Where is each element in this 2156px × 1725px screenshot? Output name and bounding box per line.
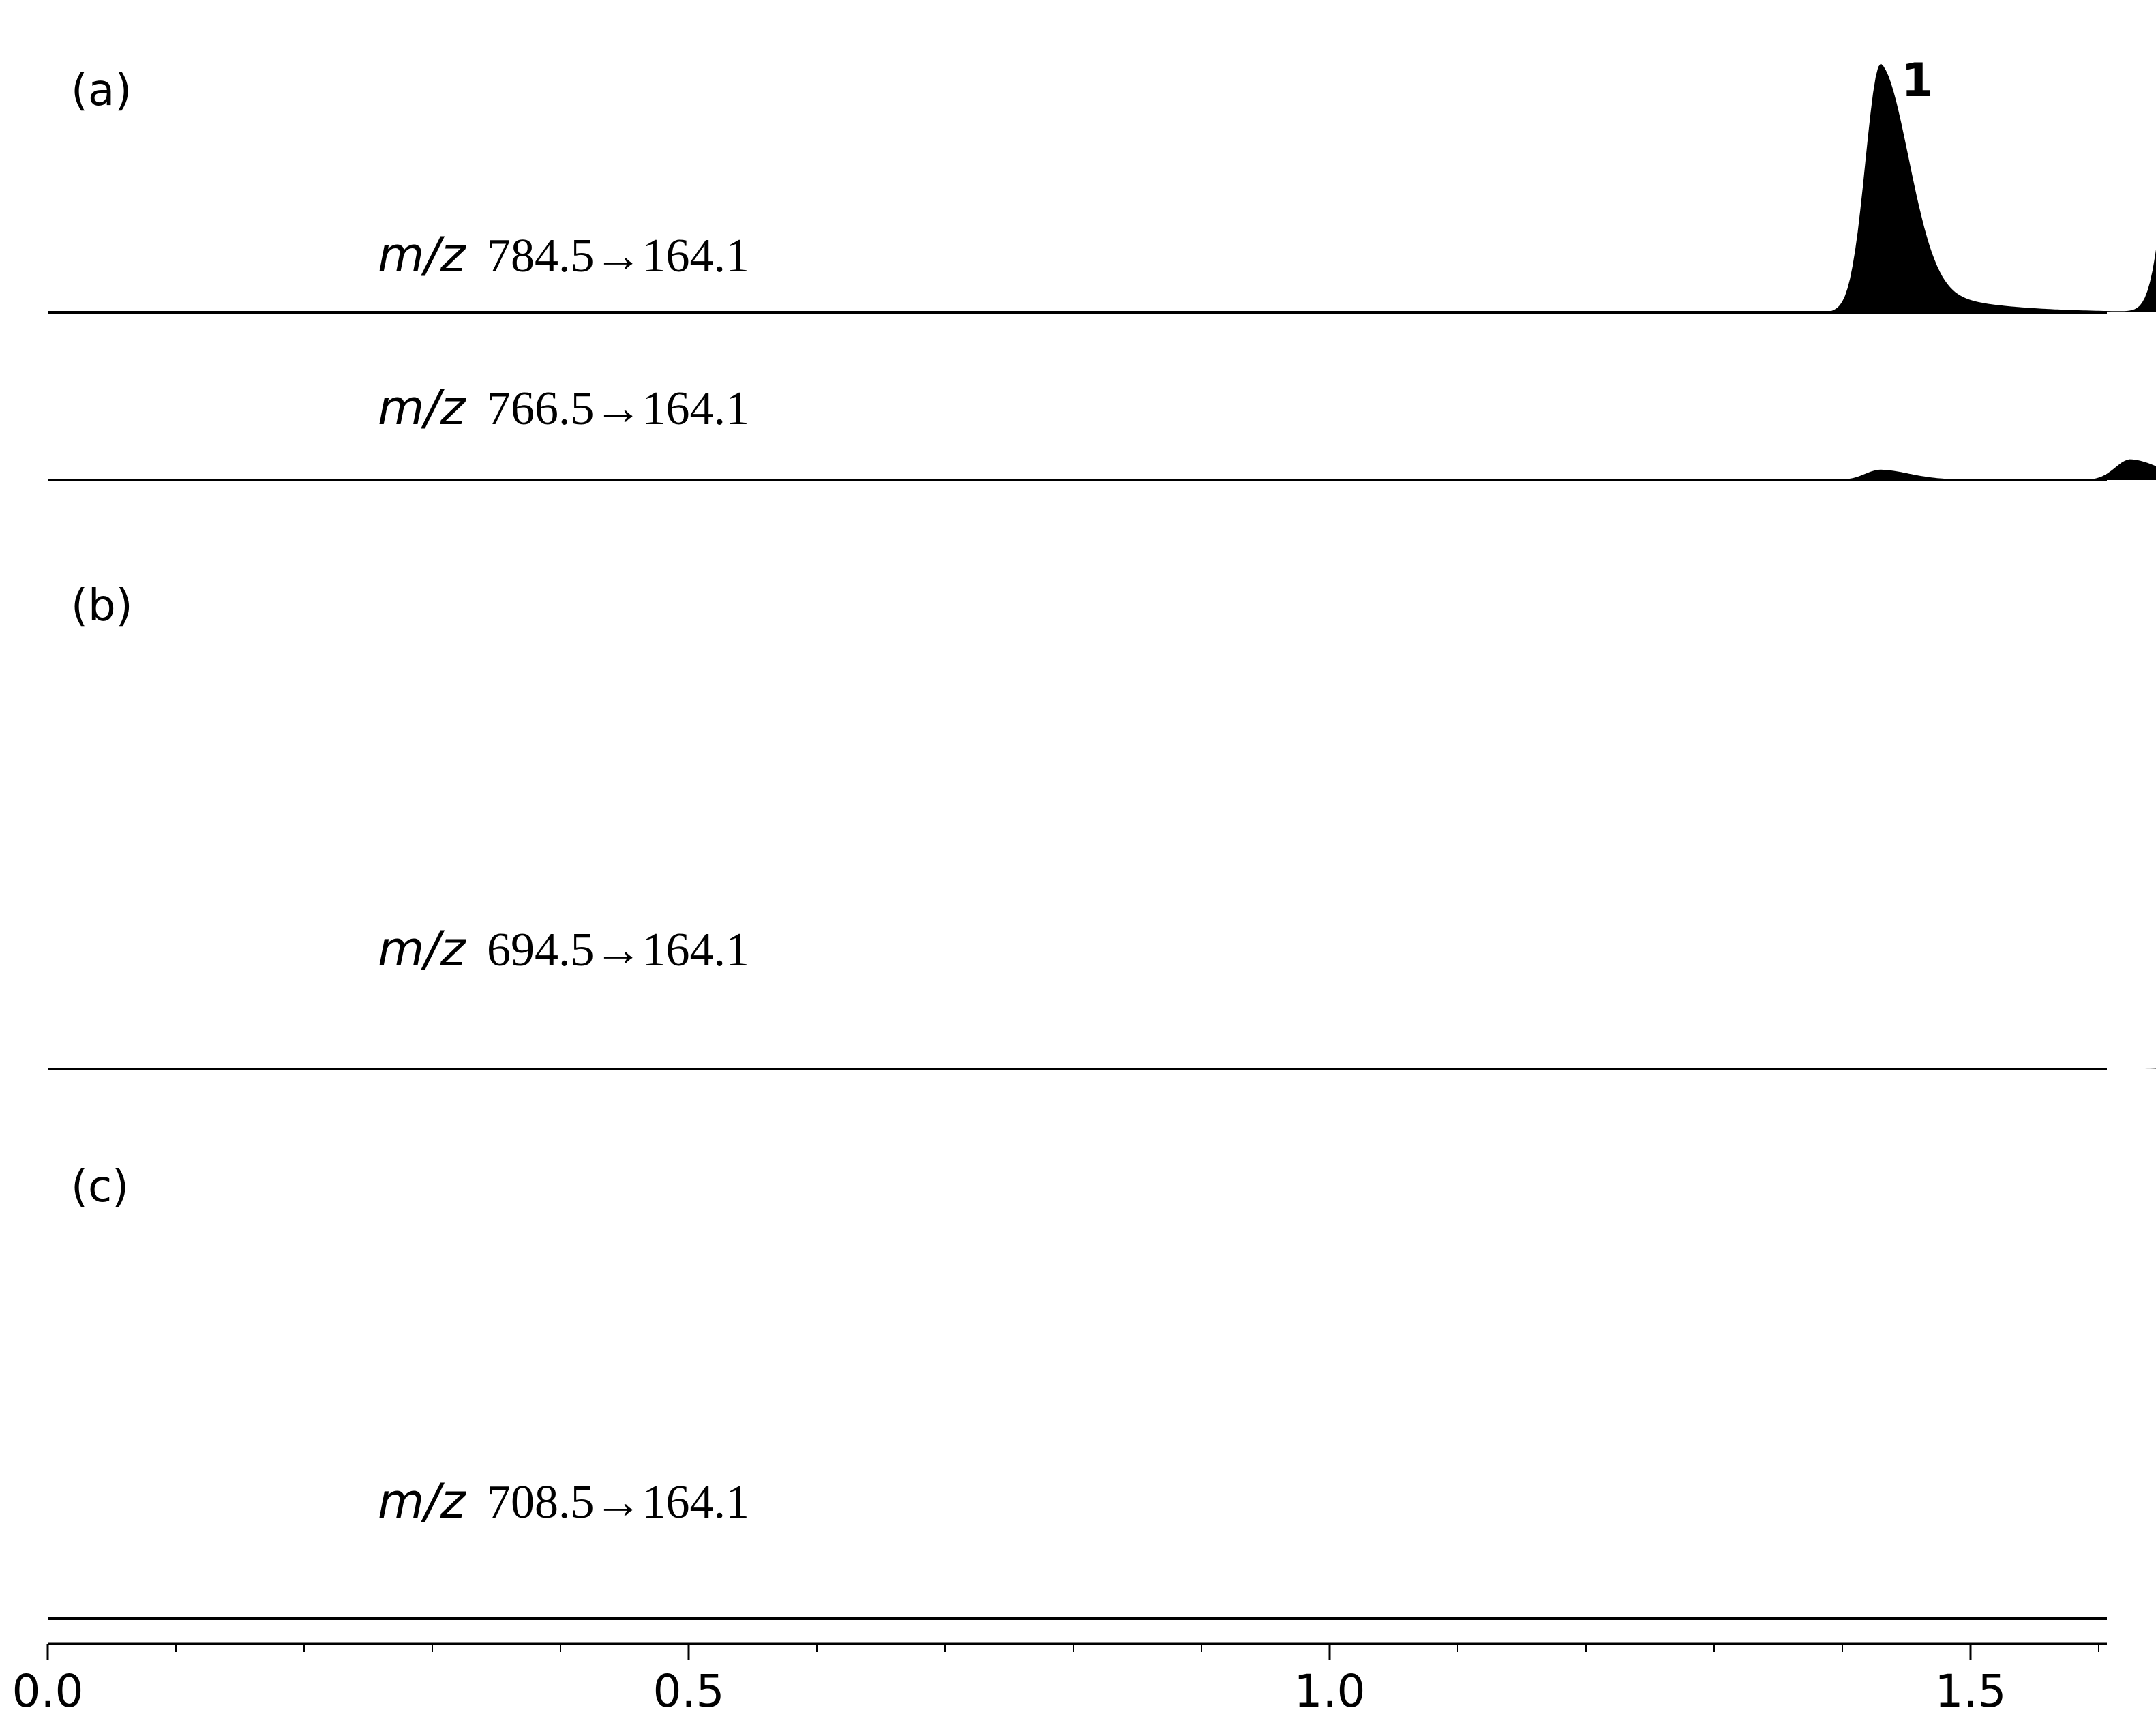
trace-784.5-area <box>48 63 2156 312</box>
trace-label-766-mz: m/z <box>378 380 467 436</box>
panel-label-a: (a) <box>71 65 132 116</box>
traces-layer <box>48 63 2156 1620</box>
panel-label-c: (c) <box>71 1162 129 1212</box>
peak-labels-layer: 1256948 <box>1901 54 1933 108</box>
trace-label-708: m/z 708.5→164.1 <box>378 1473 749 1529</box>
trace-766.5-area <box>48 459 2156 480</box>
trace-label-766-transition: 766.5→164.1 <box>487 382 749 435</box>
trace-label-708-transition: 708.5→164.1 <box>487 1476 749 1529</box>
x-tick-label: 1.5 <box>1935 1665 2007 1717</box>
trace-label-694: m/z 694.5→164.1 <box>378 921 749 977</box>
x-tick-label: 0.0 <box>12 1665 84 1717</box>
trace-label-694-mz: m/z <box>378 921 467 977</box>
panel-label-b: (b) <box>71 581 133 631</box>
trace-label-708-mz: m/z <box>378 1473 467 1529</box>
x-tick-label: 1.0 <box>1294 1665 1366 1717</box>
trace-label-784: m/z 784.5→164.1 <box>378 227 749 283</box>
trace-label-784-mz: m/z <box>378 227 467 283</box>
trace-694.5-area <box>48 1068 2156 1069</box>
trace-label-784-transition: 784.5→164.1 <box>487 230 749 282</box>
x-tick-label: 0.5 <box>653 1665 725 1717</box>
trace-label-694-transition: 694.5→164.1 <box>487 924 749 976</box>
x-axis: 0.00.51.01.52.02.53.0 min <box>12 1642 2107 1717</box>
trace-708.5-area <box>48 1155 2156 1619</box>
peak-label-1: 1 <box>1901 54 1933 108</box>
trace-label-766: m/z 766.5→164.1 <box>378 380 749 436</box>
